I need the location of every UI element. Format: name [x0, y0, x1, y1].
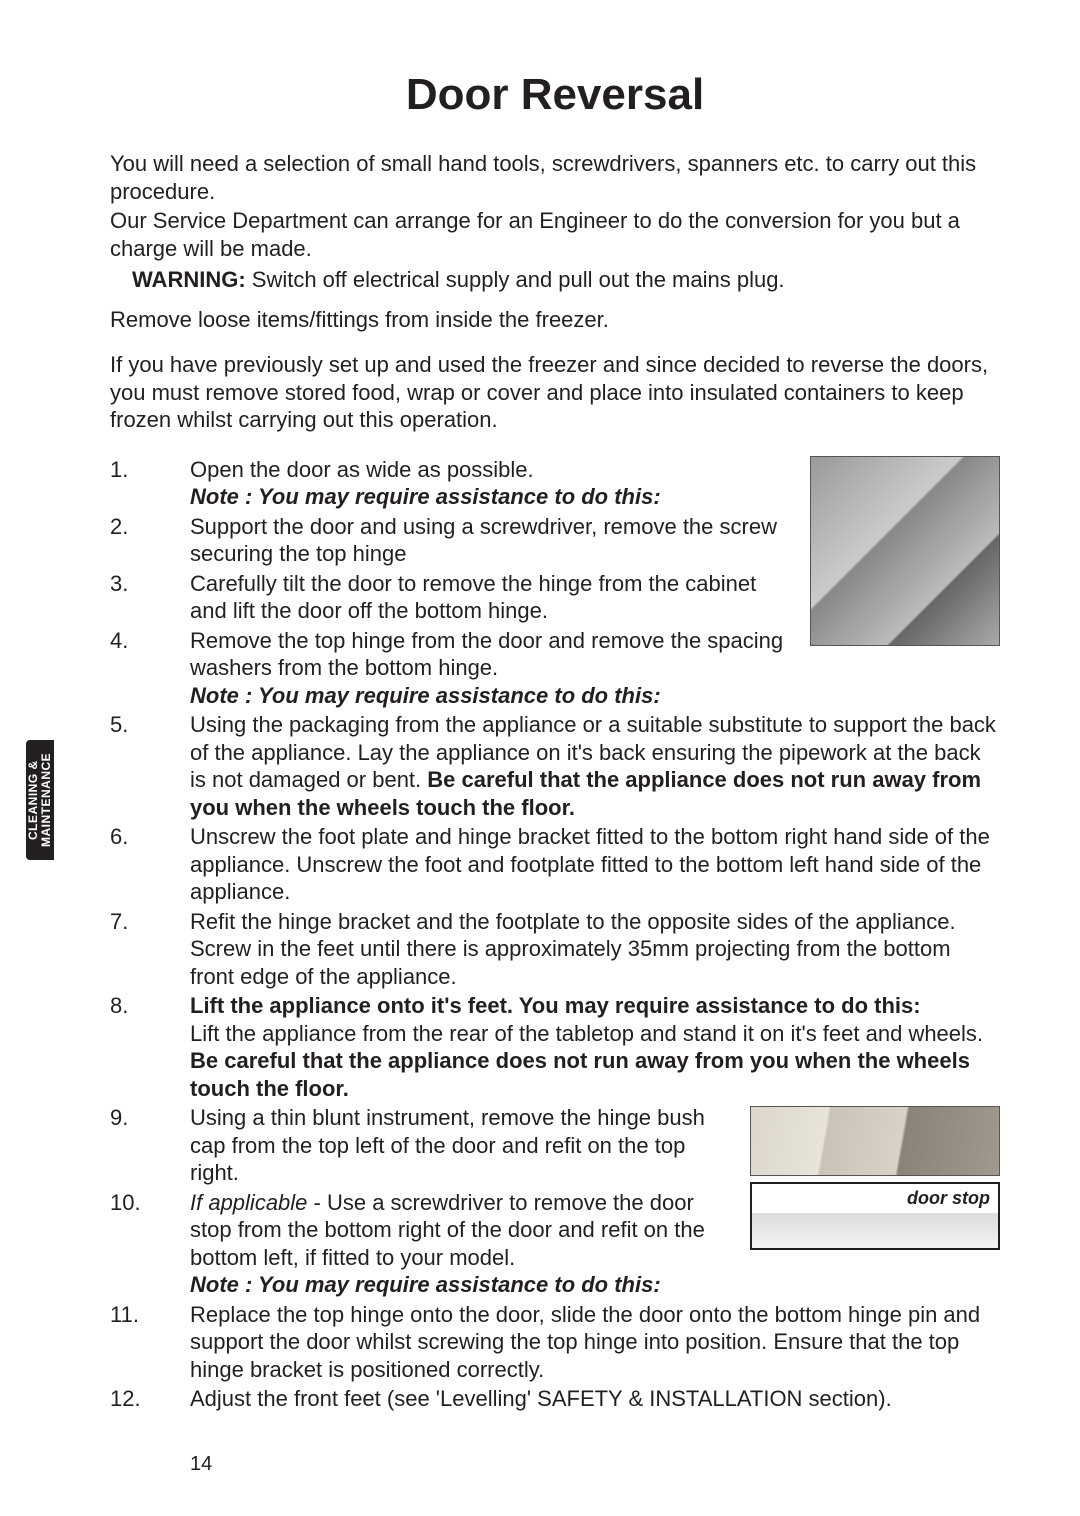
step-text: Using a thin blunt instrument, remove th…	[190, 1104, 738, 1187]
step-num: 4.	[110, 627, 190, 710]
step-num: 10.	[110, 1189, 190, 1299]
warning-label: WARNING:	[132, 267, 246, 292]
steps-list: 1. Open the door as wide as possible. No…	[110, 456, 1000, 1413]
section-tab: CLEANING & MAINTENANCE	[26, 740, 54, 860]
step-num: 11.	[110, 1301, 190, 1384]
step-9: 9. Using a thin blunt instrument, remove…	[110, 1104, 738, 1187]
hinge-illustration	[810, 456, 1000, 646]
previous-use-para: If you have previously set up and used t…	[110, 351, 1000, 434]
step-2: 2. Support the door and using a screwdri…	[110, 513, 798, 568]
intro-p1: You will need a selection of small hand …	[110, 150, 1000, 205]
step-12: 12. Adjust the front feet (see 'Levellin…	[110, 1385, 1000, 1413]
note-2: Note : You may require assistance to do …	[190, 683, 661, 708]
page-number: 14	[110, 1453, 1000, 1476]
step-10: 10. If applicable - Use a screwdriver to…	[110, 1189, 738, 1299]
warning-text: Switch off electrical supply and pull ou…	[246, 267, 785, 292]
door-stop-photo	[750, 1106, 1000, 1176]
page-title: Door Reversal	[110, 70, 1000, 120]
step-3: 3. Carefully tilt the door to remove the…	[110, 570, 798, 625]
door-stop-figure: door stop	[750, 1106, 1000, 1250]
step-text-italic: If applicable	[190, 1190, 307, 1215]
door-stop-diagram-wrap: door stop	[750, 1182, 1000, 1250]
step-num: 8.	[110, 992, 190, 1102]
page: CLEANING & MAINTENANCE Door Reversal You…	[0, 0, 1080, 1516]
step-6: 6. Unscrew the foot plate and hinge brac…	[110, 823, 1000, 906]
step-text: Refit the hinge bracket and the footplat…	[190, 908, 1000, 991]
step-num: 6.	[110, 823, 190, 906]
step-text: Support the door and using a screwdriver…	[190, 513, 798, 568]
step-num: 5.	[110, 711, 190, 821]
step-text: Carefully tilt the door to remove the hi…	[190, 570, 798, 625]
step-8: 8. Lift the appliance onto it's feet. Yo…	[110, 992, 1000, 1102]
note-3: Note : You may require assistance to do …	[190, 1272, 661, 1297]
step-5: 5. Using the packaging from the applianc…	[110, 711, 1000, 821]
step-num: 7.	[110, 908, 190, 991]
remove-line: Remove loose items/fittings from inside …	[110, 306, 1000, 334]
step-text: Replace the top hinge onto the door, sli…	[190, 1301, 1000, 1384]
door-stop-label: door stop	[907, 1188, 990, 1209]
intro-p2: Our Service Department can arrange for a…	[110, 207, 1000, 262]
note-1: Note : You may require assistance to do …	[190, 484, 661, 509]
step-text: Adjust the front feet (see 'Levelling' S…	[190, 1385, 1000, 1413]
step-text-bold1: Lift the appliance onto it's feet. You m…	[190, 993, 921, 1018]
step-num: 3.	[110, 570, 190, 625]
step-num: 2.	[110, 513, 190, 568]
step-text-bold2: Be careful that the appliance does not r…	[190, 1048, 970, 1101]
step-1: 1. Open the door as wide as possible. No…	[110, 456, 798, 511]
step-11: 11. Replace the top hinge onto the door,…	[110, 1301, 1000, 1384]
step-text-mid: Lift the appliance from the rear of the …	[190, 1021, 983, 1046]
step-text: Unscrew the foot plate and hinge bracket…	[190, 823, 1000, 906]
step-num: 12.	[110, 1385, 190, 1413]
step-4: 4. Remove the top hinge from the door an…	[110, 627, 798, 710]
step-7: 7. Refit the hinge bracket and the footp…	[110, 908, 1000, 991]
intro-block: You will need a selection of small hand …	[110, 150, 1000, 262]
step-num: 9.	[110, 1104, 190, 1187]
step-num: 1.	[110, 456, 190, 511]
section-tab-label: CLEANING & MAINTENANCE	[27, 740, 53, 860]
step-text: Open the door as wide as possible.	[190, 457, 534, 482]
step-text: Remove the top hinge from the door and r…	[190, 628, 783, 681]
warning-line: WARNING: Switch off electrical supply an…	[110, 266, 1000, 294]
